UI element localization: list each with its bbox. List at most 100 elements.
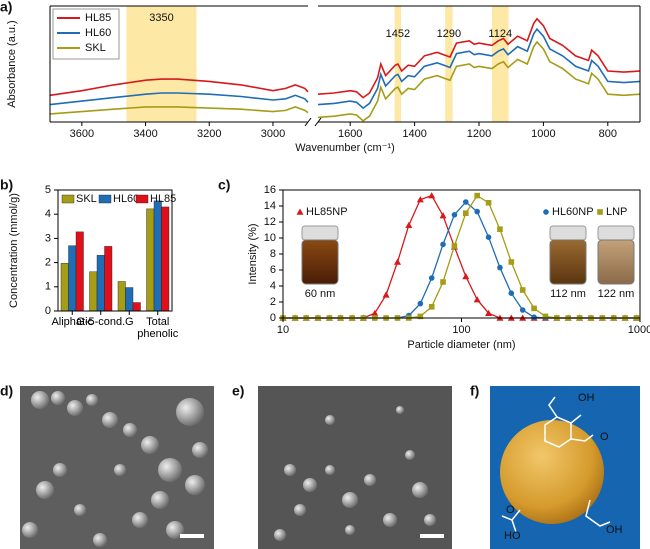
panel-label: e) <box>232 383 244 399</box>
spectrum-line <box>49 27 641 110</box>
band-label: 3350 <box>149 12 173 24</box>
data-point <box>597 209 603 215</box>
structure-label: HO <box>504 530 521 542</box>
x-tick-label: 800 <box>599 128 617 140</box>
data-point <box>382 291 390 298</box>
data-point <box>485 234 492 240</box>
y-axis-label: Absorbance (a.u.) <box>6 20 18 107</box>
x-tick-label: Aliphatic <box>51 316 94 328</box>
band-label: 1290 <box>437 28 461 40</box>
vial-photos <box>301 225 635 285</box>
schematic <box>490 386 640 549</box>
y-axis-label: Intensity (%) <box>247 223 259 284</box>
y-tick-label: 2 <box>270 296 276 308</box>
y-tick-label: 12 <box>264 216 276 228</box>
legend-swatch <box>135 194 149 204</box>
x-tick-label: 3400 <box>133 128 157 140</box>
data-point <box>428 304 435 310</box>
structure-label: O <box>600 431 609 443</box>
x-tick-label: 1200 <box>467 128 491 140</box>
data-point <box>474 208 480 215</box>
highlight-band <box>445 6 453 122</box>
legend-label: SKL <box>76 193 97 205</box>
legend-label: LNP <box>606 206 627 218</box>
x-axis-label: Wavenumber (cm⁻¹) <box>295 142 395 154</box>
legend-swatch <box>98 194 112 204</box>
band-label: 1452 <box>386 28 410 40</box>
x-tick-label-box: Total phenolic <box>137 316 178 340</box>
data-point <box>508 290 515 297</box>
bar <box>89 271 98 312</box>
y-tick-label: 0 <box>45 305 51 317</box>
x-tick-label: 1000 <box>628 324 650 336</box>
y-tick-label: 8 <box>270 248 276 260</box>
data-point <box>473 296 481 303</box>
x-tick-label: 3600 <box>70 128 94 140</box>
data-point <box>519 307 526 313</box>
bar <box>96 255 105 312</box>
data-point <box>474 192 480 199</box>
highlight-band <box>126 6 197 122</box>
structure-label: O <box>506 504 515 516</box>
data-point <box>417 313 424 320</box>
data-point <box>416 196 424 203</box>
sem-image-e <box>258 386 452 549</box>
data-point <box>462 210 469 216</box>
data-point <box>508 259 515 265</box>
panel-label: d) <box>0 383 13 399</box>
size-annotation: 60 nm <box>305 288 336 300</box>
data-point <box>451 243 458 249</box>
x-tick-label-box: G <box>125 316 134 328</box>
panel-label: f) <box>470 383 479 399</box>
data-point <box>462 272 470 280</box>
panel-label: a) <box>0 0 12 15</box>
data-point <box>485 309 493 316</box>
bar <box>68 245 77 312</box>
data-point <box>439 212 447 219</box>
x-tick-label: 1000 <box>531 128 555 140</box>
data-point <box>296 208 304 215</box>
bar <box>161 206 170 312</box>
data-point <box>542 313 549 320</box>
y-tick-label: 10 <box>264 232 276 244</box>
data-point <box>440 279 446 285</box>
bar <box>104 246 113 312</box>
y-tick-label: 4 <box>270 280 276 292</box>
data-point <box>417 300 424 307</box>
spectrum-line <box>49 40 641 122</box>
data-point <box>428 275 435 281</box>
data-point <box>428 192 436 199</box>
plot-frame <box>57 189 173 312</box>
x-tick-label-box: Aliphatic <box>51 316 94 328</box>
x-tick-label: 10 <box>277 324 289 336</box>
legend-label: SKL <box>85 42 106 54</box>
legend-label: HL60 <box>113 193 139 205</box>
y-axis-label: Concentration (mmol/g) <box>8 193 20 308</box>
data-point <box>440 241 446 248</box>
y-tick-label: 6 <box>270 264 276 276</box>
bar <box>117 281 126 312</box>
band-label: 1124 <box>488 28 512 40</box>
panel-label: c) <box>218 177 230 193</box>
y-tick-label: 14 <box>264 200 276 212</box>
legend-label: HL85NP <box>306 206 348 218</box>
y-tick-label: 1 <box>45 281 51 293</box>
x-tick-label: 1600 <box>338 128 362 140</box>
bar <box>125 287 134 312</box>
sem-image-d <box>20 386 214 549</box>
bar <box>75 231 84 312</box>
data-point <box>451 212 458 218</box>
structure-label: OH <box>578 392 595 404</box>
data-point <box>531 305 537 312</box>
legend-label: HL85 <box>150 193 176 205</box>
x-tick-label: 3200 <box>197 128 221 140</box>
bar <box>132 302 141 312</box>
data-point <box>394 258 402 265</box>
bar <box>153 200 162 312</box>
data-point <box>497 264 503 271</box>
data-point <box>371 309 379 316</box>
legend-label: HL60NP <box>552 206 594 218</box>
y-tick-label: 16 <box>264 184 276 196</box>
